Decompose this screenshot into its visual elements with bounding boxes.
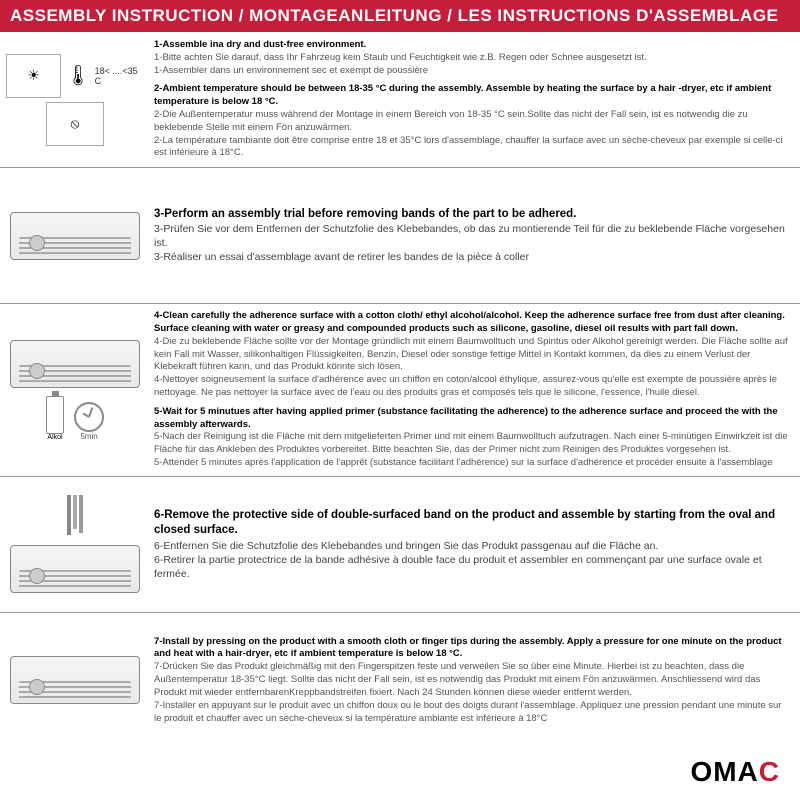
instruction-row: ☀ 🌡 18< ....<35 C ⦸ 1-Assemble ina dry a… [0, 32, 800, 168]
clean-icons: Alkol 5min [46, 396, 104, 441]
step-sub: 2-Die Außentemperatur muss während der M… [154, 109, 790, 160]
timer-icon: 5min [74, 402, 104, 441]
step-bold: 3-Perform an assembly trial before remov… [154, 207, 790, 223]
step-bold: 2-Ambient temperature should be between … [154, 83, 790, 109]
step: 3-Perform an assembly trial before remov… [154, 207, 790, 265]
illustration-cell [0, 613, 150, 748]
text-cell: 7-Install by pressing on the product wit… [150, 613, 800, 748]
no-wet-icon: ⦸ [46, 102, 104, 146]
step-sub: 3-Prüfen Sie vor dem Entfernen der Schut… [154, 222, 790, 265]
step-sub: 5-Nach der Reinigung ist die Fläche mit … [154, 431, 790, 469]
step: 7-Install by pressing on the product wit… [154, 636, 790, 726]
no-wet-icons: ⦸ [46, 102, 104, 146]
illustration-cell [0, 477, 150, 612]
illustration-cell [0, 168, 150, 303]
illustration-cell: Alkol 5min [0, 304, 150, 476]
step-sub: 6-Entfernen Sie die Schutzfolie des Kleb… [154, 539, 790, 582]
thermometer-icon: 🌡 [65, 63, 90, 88]
instruction-row: 3-Perform an assembly trial before remov… [0, 168, 800, 304]
step: 4-Clean carefully the adherence surface … [154, 310, 790, 400]
text-cell: 3-Perform an assembly trial before remov… [150, 168, 800, 303]
header-bar: ASSEMBLY INSTRUCTION / MONTAGEANLEITUNG … [0, 0, 800, 32]
car-clean-icon [10, 340, 140, 388]
text-cell: 1-Assemble ina dry and dust-free environ… [150, 32, 800, 167]
logo: OMAC [690, 756, 780, 788]
step: 6-Remove the protective side of double-s… [154, 508, 790, 582]
car-grille-icon [10, 212, 140, 260]
logo-text-black: OMA [690, 756, 758, 787]
instruction-row: Alkol 5min 4-Clean carefully the adheren… [0, 304, 800, 477]
step-bold: 1-Assemble ina dry and dust-free environ… [154, 39, 790, 52]
temp-label: 18< ....<35 C [95, 66, 144, 86]
step-bold: 5-Wait for 5 minutues after having appli… [154, 406, 790, 432]
instruction-row: 7-Install by pressing on the product wit… [0, 613, 800, 748]
step-bold: 6-Remove the protective side of double-s… [154, 508, 790, 539]
text-cell: 6-Remove the protective side of double-s… [150, 477, 800, 612]
step-sub: 7-Drücken Sie das Produkt gleichmäßig mi… [154, 661, 790, 725]
instruction-row: 6-Remove the protective side of double-s… [0, 477, 800, 613]
car-press-icon [10, 656, 140, 704]
env-icons: ☀ 🌡 18< ....<35 C [6, 54, 144, 98]
alcohol-bottle-icon: Alkol [46, 396, 64, 441]
step: 5-Wait for 5 minutues after having appli… [154, 406, 790, 470]
instruction-rows: ☀ 🌡 18< ....<35 C ⦸ 1-Assemble ina dry a… [0, 32, 800, 748]
step: 1-Assemble ina dry and dust-free environ… [154, 39, 790, 77]
footer: OMAC [0, 748, 800, 800]
step-bold: 4-Clean carefully the adherence surface … [154, 310, 790, 336]
trim-tools-icon [67, 495, 83, 535]
sun-icon: ☀ [6, 54, 61, 98]
illustration-cell: ☀ 🌡 18< ....<35 C ⦸ [0, 32, 150, 167]
step: 2-Ambient temperature should be between … [154, 83, 790, 160]
step-sub: 1-Bitte achten Sie darauf, dass Ihr Fahr… [154, 52, 790, 78]
text-cell: 4-Clean carefully the adherence surface … [150, 304, 800, 476]
car-assemble-icon [10, 545, 140, 593]
logo-text-red: C [759, 756, 780, 787]
step-sub: 4-Die zu beklebende Fläche sollte vor de… [154, 336, 790, 400]
step-bold: 7-Install by pressing on the product wit… [154, 636, 790, 662]
